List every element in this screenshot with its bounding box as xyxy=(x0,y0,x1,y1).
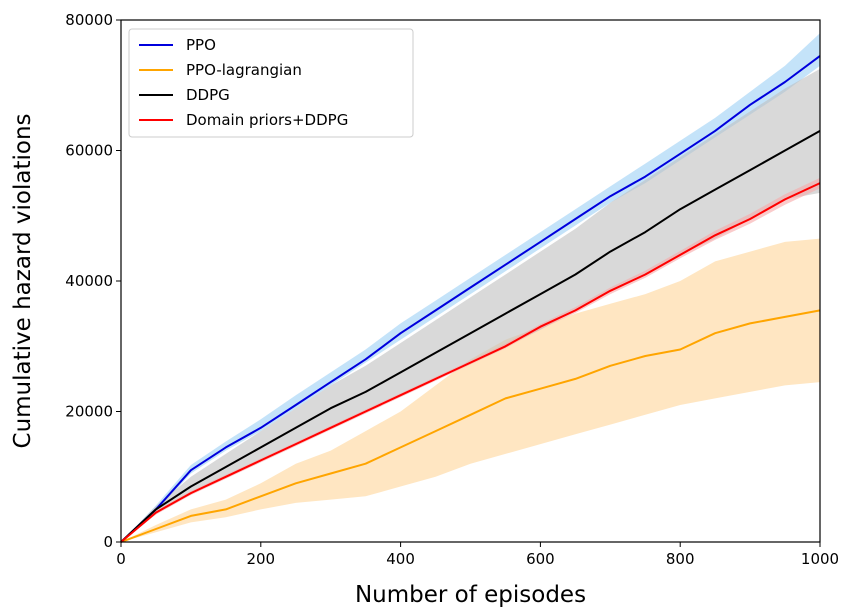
y-tick-label: 60000 xyxy=(65,142,113,160)
y-tick-label: 80000 xyxy=(65,11,113,29)
series-lines xyxy=(120,55,821,543)
ddpg-line xyxy=(120,130,821,543)
x-tick-label: 800 xyxy=(666,550,695,568)
ppo-lagrangian-line xyxy=(120,309,821,543)
x-tick-label: 200 xyxy=(246,550,275,568)
ddpg-band xyxy=(121,68,820,543)
ppo-lagrangian-legend-label: PPO-lagrangian xyxy=(186,61,302,79)
y-axis-ticks: 0 20000 40000 60000 80000 xyxy=(65,11,121,551)
legend: PPO PPO-lagrangian DDPG Domain priors+DDPG xyxy=(128,28,414,138)
domain-priors-ddpg-legend-label: Domain priors+DDPG xyxy=(186,111,348,129)
domain-priors-ddpg-line xyxy=(120,182,821,543)
x-tick-label: 600 xyxy=(526,550,555,568)
legend-box xyxy=(128,28,414,138)
x-tick-label: 400 xyxy=(386,550,415,568)
y-axis-title: Cumulative hazard violations xyxy=(10,114,36,449)
ppo-line xyxy=(120,55,821,543)
ppo-lagrangian-band xyxy=(121,238,820,542)
y-tick-label: 20000 xyxy=(65,403,113,421)
y-tick-label: 0 xyxy=(103,533,113,551)
domain-priors-ddpg-band xyxy=(121,177,820,542)
x-tick-label: 1000 xyxy=(801,550,839,568)
ddpg-legend-label: DDPG xyxy=(186,86,230,104)
y-tick-label: 40000 xyxy=(65,272,113,290)
x-axis-ticks: 0 200 400 600 800 1000 xyxy=(116,542,839,568)
ppo-legend-label: PPO xyxy=(186,36,216,54)
x-tick-label: 0 xyxy=(116,550,126,568)
x-axis-title: Number of episodes xyxy=(355,582,586,608)
